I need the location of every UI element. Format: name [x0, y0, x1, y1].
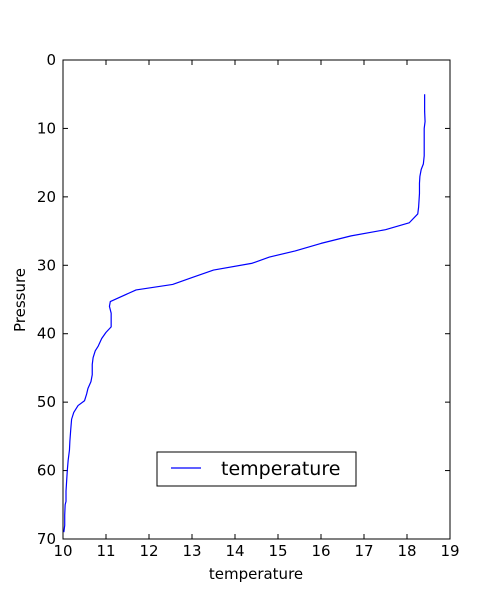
x-tick-label: 18 — [397, 542, 416, 560]
y-tick-label: 30 — [37, 256, 56, 274]
x-axis-label: temperature — [209, 565, 303, 583]
series-line-temperature — [63, 94, 426, 533]
x-tick-label: 12 — [139, 542, 158, 560]
legend: temperature — [156, 451, 357, 487]
x-tick-label: 17 — [354, 542, 373, 560]
legend-box — [156, 451, 357, 487]
series-layer — [63, 94, 426, 533]
x-tick-label: 10 — [53, 542, 72, 560]
y-tick-label: 70 — [37, 530, 56, 548]
y-tick-label: 60 — [37, 462, 56, 480]
y-tick-label: 10 — [37, 119, 56, 137]
x-tick-label: 16 — [311, 542, 330, 560]
y-tick-label: 40 — [37, 325, 56, 343]
x-tick-label: 15 — [268, 542, 287, 560]
x-tick-label: 13 — [182, 542, 201, 560]
ticks-layer: 10 11 12 13 14 15 16 17 18 19 0 10 20 30 40 50 60 70 — [37, 51, 460, 560]
x-tick-label: 11 — [96, 542, 115, 560]
y-tick-label: 50 — [37, 393, 56, 411]
y-tick-label: 0 — [46, 51, 56, 69]
y-tick-label: 20 — [37, 188, 56, 206]
x-tick-label: 14 — [225, 542, 244, 560]
x-tick-label: 19 — [440, 542, 459, 560]
y-axis-label: Pressure — [11, 268, 29, 332]
legend-label: temperature — [221, 458, 340, 480]
